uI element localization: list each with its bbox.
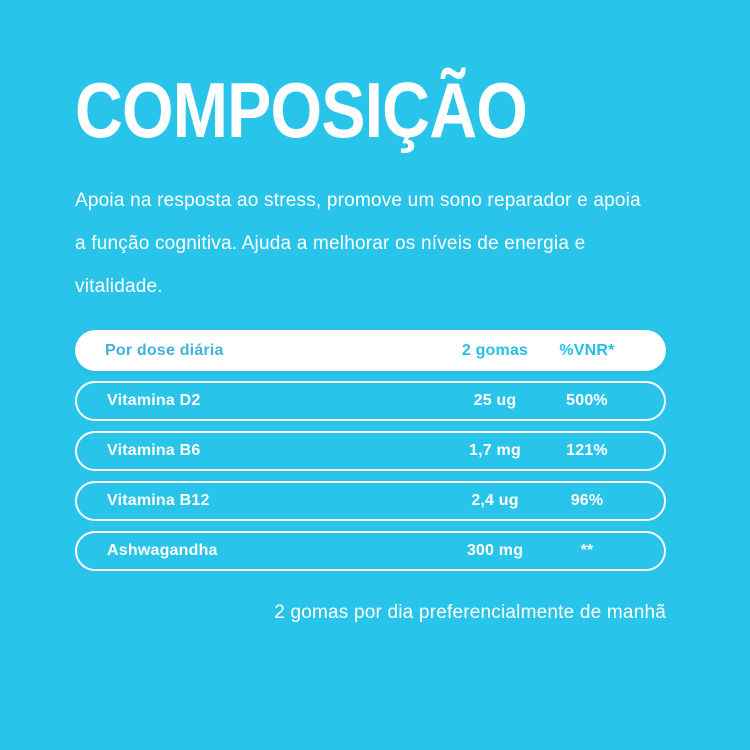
header-col-dose: Por dose diária: [105, 341, 224, 359]
row-amount: 25 ug: [473, 392, 517, 409]
table-row: Ashwagandha 300 mg **: [75, 531, 666, 571]
description: Apoia na resposta ao stress, promove um …: [75, 179, 666, 308]
row-amount: 300 mg: [466, 542, 524, 559]
page-title: COMPOSIÇÃO: [75, 66, 528, 154]
composition-table: Por dose diária 2 gomas %VNR* Vitamina D…: [75, 330, 666, 571]
table-row: Vitamina D2 25 ug 500%: [75, 381, 666, 421]
row-vnr: 500%: [566, 392, 608, 409]
header-col-amount: 2 gomas: [461, 341, 529, 359]
description-line: vitalidade.: [75, 276, 163, 297]
row-name: Ashwagandha: [107, 542, 218, 559]
table-row: Vitamina B12 2,4 ug 96%: [75, 481, 666, 521]
row-amount: 2,4 ug: [471, 492, 519, 509]
row-vnr: 96%: [570, 492, 604, 509]
row-name: Vitamina B6: [107, 442, 201, 459]
table-header-row: Por dose diária 2 gomas %VNR*: [75, 330, 666, 371]
row-name: Vitamina B12: [107, 492, 210, 509]
row-name: Vitamina D2: [107, 392, 201, 409]
row-vnr: **: [580, 542, 594, 559]
table-row: Vitamina B6 1,7 mg 121%: [75, 431, 666, 471]
row-amount: 1,7 mg: [469, 442, 521, 459]
dosage-note: 2 gomas por dia preferencialmente de man…: [274, 602, 666, 623]
description-line: a função cognitiva. Ajuda a melhorar os …: [75, 233, 586, 254]
header-col-vnr: %VNR*: [559, 341, 615, 359]
description-line: Apoia na resposta ao stress, promove um …: [75, 190, 641, 211]
row-vnr: 121%: [566, 442, 608, 459]
